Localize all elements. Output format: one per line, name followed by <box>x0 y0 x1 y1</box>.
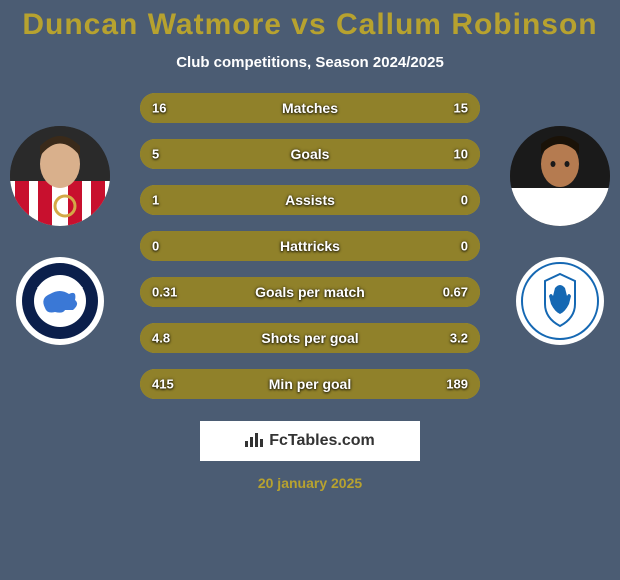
stat-row: Shots per goal 4.8 3.2 <box>140 323 480 353</box>
date-text: 20 january 2025 <box>0 475 620 491</box>
stat-right-value: 0 <box>461 193 468 208</box>
club-left-badge-svg <box>15 256 105 346</box>
stat-row: Assists 1 0 <box>140 185 480 215</box>
club-right-badge-svg <box>515 256 605 346</box>
stat-label: Assists <box>285 192 335 208</box>
player-right-avatar-svg <box>510 126 610 226</box>
subtitle: Club competitions, Season 2024/2025 <box>0 54 620 71</box>
stat-left-value: 0 <box>152 239 159 254</box>
player-right-avatar <box>510 126 610 226</box>
page-title: Duncan Watmore vs Callum Robinson <box>0 8 620 42</box>
stat-left-value: 5 <box>152 147 159 162</box>
comparison-infographic: Duncan Watmore vs Callum Robinson Club c… <box>0 0 620 580</box>
chart-icon <box>245 431 263 452</box>
stat-label: Goals per match <box>255 284 365 300</box>
stat-left-value: 1 <box>152 193 159 208</box>
club-right-badge <box>515 256 605 346</box>
stat-label: Shots per goal <box>261 330 358 346</box>
stat-right-value: 15 <box>454 101 468 116</box>
stat-row: Hattricks 0 0 <box>140 231 480 261</box>
stat-right-value: 189 <box>446 377 468 392</box>
stat-left-value: 16 <box>152 101 166 116</box>
stat-row: Matches 16 15 <box>140 93 480 123</box>
stat-right-value: 3.2 <box>450 331 468 346</box>
brand-text: FcTables.com <box>269 432 375 450</box>
stat-label: Goals <box>291 146 330 162</box>
stat-right-value: 10 <box>454 147 468 162</box>
stat-right-value: 0 <box>461 239 468 254</box>
stat-right-fill <box>252 139 480 169</box>
stat-left-value: 4.8 <box>152 331 170 346</box>
player-left-avatar-svg <box>10 126 110 226</box>
stat-label: Matches <box>282 100 338 116</box>
club-left-badge <box>15 256 105 346</box>
stat-row: Goals 5 10 <box>140 139 480 169</box>
stat-right-value: 0.67 <box>443 285 468 300</box>
brand-box: FcTables.com <box>200 421 420 461</box>
stat-row: Goals per match 0.31 0.67 <box>140 277 480 307</box>
stat-left-value: 0.31 <box>152 285 177 300</box>
stat-label: Hattricks <box>280 238 340 254</box>
stat-bars: Matches1615Goals510Assists10Hattricks00G… <box>140 93 480 399</box>
player-left-avatar <box>10 126 110 226</box>
stat-label: Min per goal <box>269 376 351 392</box>
stat-left-value: 415 <box>152 377 174 392</box>
stat-row: Min per goal 415 189 <box>140 369 480 399</box>
